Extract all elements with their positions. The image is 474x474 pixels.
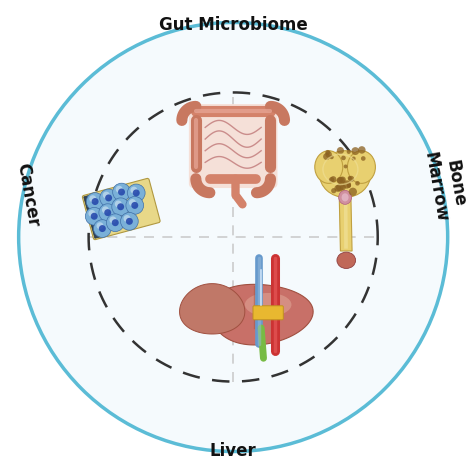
- Circle shape: [109, 217, 117, 223]
- Ellipse shape: [342, 193, 348, 201]
- Circle shape: [129, 199, 136, 206]
- Circle shape: [352, 156, 356, 161]
- Circle shape: [86, 192, 104, 210]
- Circle shape: [112, 219, 119, 226]
- Circle shape: [99, 204, 117, 221]
- Polygon shape: [210, 284, 313, 345]
- Circle shape: [355, 181, 360, 186]
- FancyBboxPatch shape: [253, 306, 283, 320]
- Circle shape: [116, 186, 123, 193]
- Circle shape: [349, 188, 357, 196]
- Circle shape: [336, 184, 344, 191]
- Ellipse shape: [337, 252, 356, 268]
- Ellipse shape: [245, 293, 292, 316]
- Circle shape: [351, 147, 359, 155]
- Circle shape: [348, 176, 354, 182]
- Text: Gut Microbiome: Gut Microbiome: [159, 16, 308, 34]
- Circle shape: [120, 212, 138, 230]
- Circle shape: [85, 208, 103, 225]
- Circle shape: [117, 203, 124, 210]
- Circle shape: [346, 183, 351, 188]
- Circle shape: [334, 185, 341, 192]
- Circle shape: [347, 176, 352, 180]
- Circle shape: [128, 184, 145, 202]
- Polygon shape: [180, 283, 245, 334]
- Circle shape: [93, 220, 111, 237]
- Circle shape: [339, 176, 346, 183]
- Circle shape: [118, 189, 125, 196]
- FancyBboxPatch shape: [82, 178, 160, 240]
- Circle shape: [100, 189, 118, 207]
- Circle shape: [361, 156, 365, 161]
- Circle shape: [97, 222, 103, 229]
- Circle shape: [104, 209, 111, 216]
- Circle shape: [341, 155, 346, 160]
- FancyBboxPatch shape: [84, 194, 105, 238]
- Text: Liver: Liver: [210, 442, 256, 460]
- Circle shape: [18, 22, 447, 452]
- Circle shape: [325, 150, 330, 155]
- Circle shape: [105, 194, 112, 201]
- Circle shape: [131, 202, 138, 209]
- Circle shape: [112, 198, 129, 216]
- Circle shape: [89, 195, 96, 202]
- Circle shape: [88, 210, 95, 217]
- Ellipse shape: [315, 151, 343, 183]
- Circle shape: [124, 215, 130, 222]
- Circle shape: [325, 151, 332, 157]
- Circle shape: [103, 191, 110, 199]
- Circle shape: [331, 188, 337, 193]
- Circle shape: [99, 225, 106, 232]
- Circle shape: [115, 201, 122, 208]
- Circle shape: [346, 150, 351, 154]
- Text: Bone
Marrow: Bone Marrow: [420, 147, 471, 224]
- Circle shape: [330, 176, 337, 182]
- Polygon shape: [339, 197, 352, 251]
- Polygon shape: [344, 200, 348, 249]
- Circle shape: [113, 183, 130, 201]
- Circle shape: [102, 206, 109, 213]
- FancyBboxPatch shape: [189, 104, 277, 188]
- Circle shape: [91, 198, 99, 205]
- Circle shape: [347, 183, 351, 187]
- Circle shape: [126, 218, 133, 225]
- Circle shape: [329, 177, 334, 182]
- Circle shape: [133, 190, 140, 196]
- Circle shape: [106, 214, 124, 232]
- Circle shape: [343, 181, 351, 189]
- Ellipse shape: [339, 191, 352, 204]
- Ellipse shape: [347, 151, 375, 183]
- Ellipse shape: [319, 151, 371, 197]
- Text: Cancer: Cancer: [13, 162, 43, 228]
- Circle shape: [323, 153, 330, 160]
- Circle shape: [344, 164, 347, 168]
- Circle shape: [329, 155, 334, 159]
- Circle shape: [340, 184, 346, 191]
- Circle shape: [91, 213, 98, 220]
- Circle shape: [337, 177, 345, 184]
- Circle shape: [130, 187, 137, 194]
- Circle shape: [337, 177, 343, 183]
- Circle shape: [126, 197, 144, 214]
- Circle shape: [358, 146, 365, 154]
- Circle shape: [337, 147, 344, 154]
